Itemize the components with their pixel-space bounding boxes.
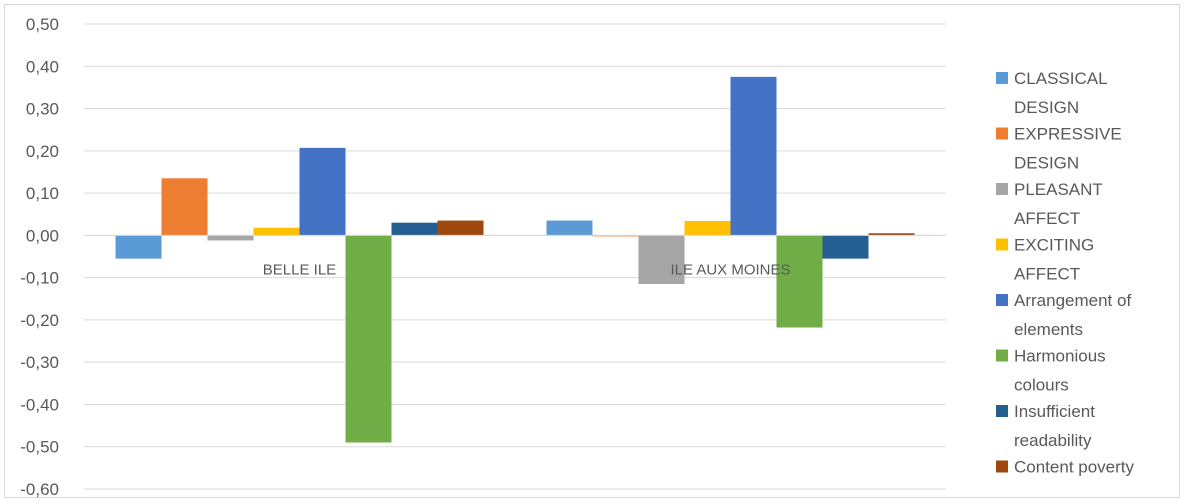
bar — [684, 220, 731, 236]
category-label: ILE AUX MOINES — [670, 261, 790, 278]
legend-swatch — [996, 238, 1008, 251]
bar — [115, 235, 162, 259]
y-tick-label: -0,40 — [20, 395, 59, 414]
y-tick-label: -0,10 — [20, 269, 59, 288]
bar — [161, 178, 208, 236]
legend: CLASSICAL DESIGN EXPRESSIVE DESIGN PLEASANT A… — [996, 69, 1135, 477]
bar — [868, 233, 915, 236]
legend-label: Content poverty — [1014, 458, 1135, 477]
legend-swatch — [996, 460, 1008, 473]
bar — [638, 235, 685, 284]
category-labels: BELLE ILE ILE AUX MOINES — [263, 261, 791, 278]
gridlines — [84, 23, 946, 490]
legend-swatch — [996, 405, 1008, 417]
legend-label: EXCITING AFFECT — [1014, 236, 1094, 284]
legend-label: Arrangement of elements — [1014, 291, 1131, 339]
legend-label: Harmonious colours — [1014, 347, 1106, 395]
bar — [437, 220, 484, 236]
legend-item: Arrangement of elements — [996, 291, 1131, 339]
y-tick-label: 0,00 — [26, 226, 59, 245]
legend-item: CLASSICAL DESIGN — [996, 69, 1108, 117]
legend-item: PLEASANT AFFECT — [996, 180, 1103, 228]
legend-swatch — [996, 72, 1008, 84]
bars — [84, 76, 946, 443]
bar — [299, 147, 346, 236]
legend-item: Content poverty — [996, 458, 1135, 477]
legend-item: EXCITING AFFECT — [996, 236, 1094, 284]
legend-swatch — [996, 294, 1008, 306]
legend-swatch — [996, 127, 1008, 140]
y-tick-label: -0,30 — [20, 353, 59, 372]
legend-label: EXPRESSIVE DESIGN — [1014, 125, 1122, 173]
y-tick-label: 0,30 — [26, 100, 59, 119]
legend-item: EXPRESSIVE DESIGN — [996, 125, 1122, 173]
bar — [391, 222, 438, 236]
chart-frame — [4, 4, 1180, 498]
y-tick-label: 0,20 — [26, 142, 59, 161]
legend-item: Harmonious colours — [996, 347, 1106, 395]
bar — [207, 235, 254, 241]
y-tick-label: -0,60 — [20, 480, 59, 499]
y-tick-label: -0,50 — [20, 438, 59, 457]
bar — [730, 76, 777, 236]
legend-item: Insufficient readability — [996, 402, 1095, 450]
bar — [776, 235, 823, 328]
y-tick-label: 0,50 — [26, 15, 59, 34]
legend-swatch — [996, 349, 1008, 362]
y-tick-label: 0,40 — [26, 57, 59, 76]
legend-label: PLEASANT AFFECT — [1014, 180, 1103, 228]
legend-label: CLASSICAL DESIGN — [1014, 69, 1108, 117]
y-axis-tick-labels: 0,50 0,40 0,30 0,20 0,10 0,00 -0,10 -0,20 -0,30 -… — [20, 15, 59, 499]
legend-label: Insufficient readability — [1014, 402, 1095, 450]
y-tick-label: -0,20 — [20, 311, 59, 330]
bar — [546, 220, 593, 236]
bar — [345, 235, 392, 443]
legend-swatch — [996, 183, 1008, 195]
category-label: BELLE ILE — [263, 261, 336, 278]
bar — [822, 235, 869, 259]
y-tick-label: 0,10 — [26, 184, 59, 203]
bar — [253, 227, 300, 236]
